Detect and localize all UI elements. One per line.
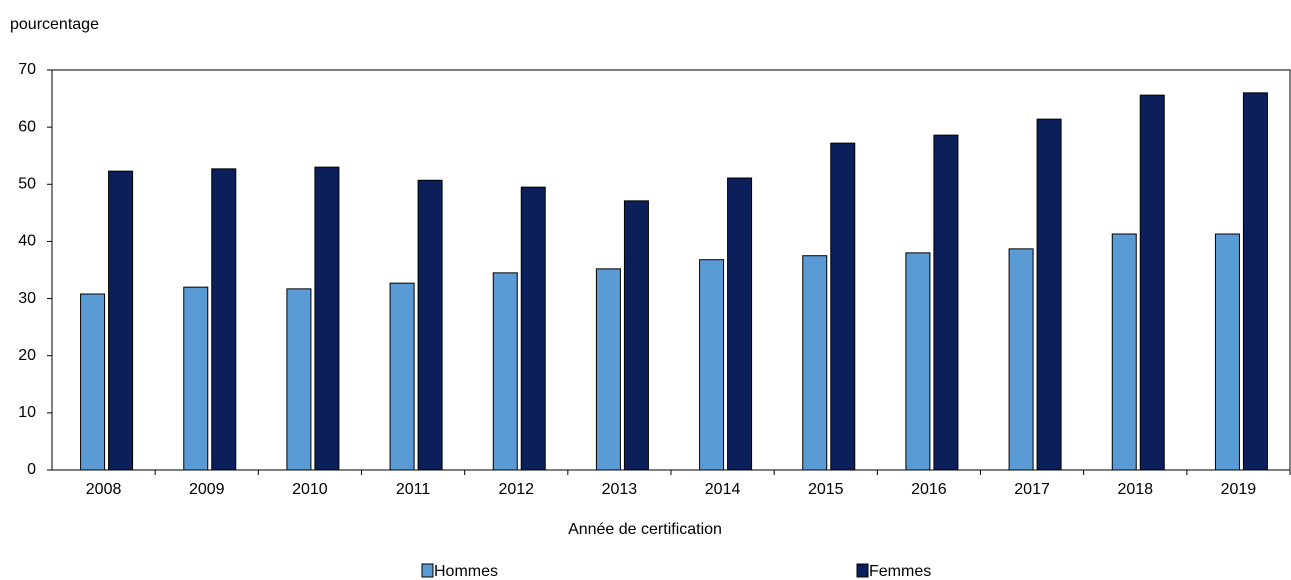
y-axis-label: pourcentage (10, 16, 99, 33)
bar (595, 268, 621, 471)
y-tick-label: 0 (27, 461, 36, 478)
legend-swatch (856, 563, 869, 578)
x-tick-label: 2019 (1221, 481, 1257, 498)
x-axis-label: Année de certification (568, 521, 722, 538)
bar (933, 134, 959, 471)
bar (1036, 118, 1062, 471)
plot-frame (51, 69, 1291, 471)
legend-swatch (421, 563, 434, 578)
bar (905, 252, 931, 471)
y-tick-label: 50 (18, 176, 36, 193)
x-tick-label: 2011 (396, 481, 431, 498)
bar (80, 293, 106, 471)
x-tick-label: 2014 (705, 481, 741, 498)
bar (492, 272, 518, 471)
bar (389, 282, 415, 471)
bar (108, 170, 134, 471)
y-tick-label: 20 (18, 347, 36, 364)
y-tick-label: 40 (18, 233, 36, 250)
legend-label: Hommes (434, 563, 498, 580)
bar (520, 186, 546, 471)
bar (417, 179, 443, 471)
bar (211, 168, 237, 471)
x-tick-label: 2015 (808, 481, 844, 498)
bar (1242, 92, 1268, 471)
bar (623, 200, 649, 471)
y-tick-label: 70 (18, 61, 36, 78)
x-tick-label: 2012 (498, 481, 534, 498)
bar (727, 177, 753, 471)
bar (802, 255, 828, 471)
bar (1111, 233, 1137, 471)
bar (1139, 94, 1165, 471)
legend-label: Femmes (869, 563, 931, 580)
y-tick-label: 60 (18, 118, 36, 135)
x-tick-label: 2016 (911, 481, 947, 498)
x-tick-label: 2013 (602, 481, 638, 498)
bar (286, 288, 312, 471)
bar (699, 259, 725, 471)
x-tick-label: 2017 (1014, 481, 1050, 498)
y-tick-label: 10 (18, 404, 36, 421)
x-tick-label: 2009 (189, 481, 225, 498)
y-tick-label: 30 (18, 290, 36, 307)
bar (183, 286, 209, 471)
bar (1214, 233, 1240, 471)
x-tick-label: 2010 (292, 481, 328, 498)
bar (830, 142, 856, 471)
bar (1008, 248, 1034, 471)
bar (314, 166, 340, 471)
x-tick-label: 2008 (86, 481, 122, 498)
x-tick-label: 2018 (1117, 481, 1153, 498)
